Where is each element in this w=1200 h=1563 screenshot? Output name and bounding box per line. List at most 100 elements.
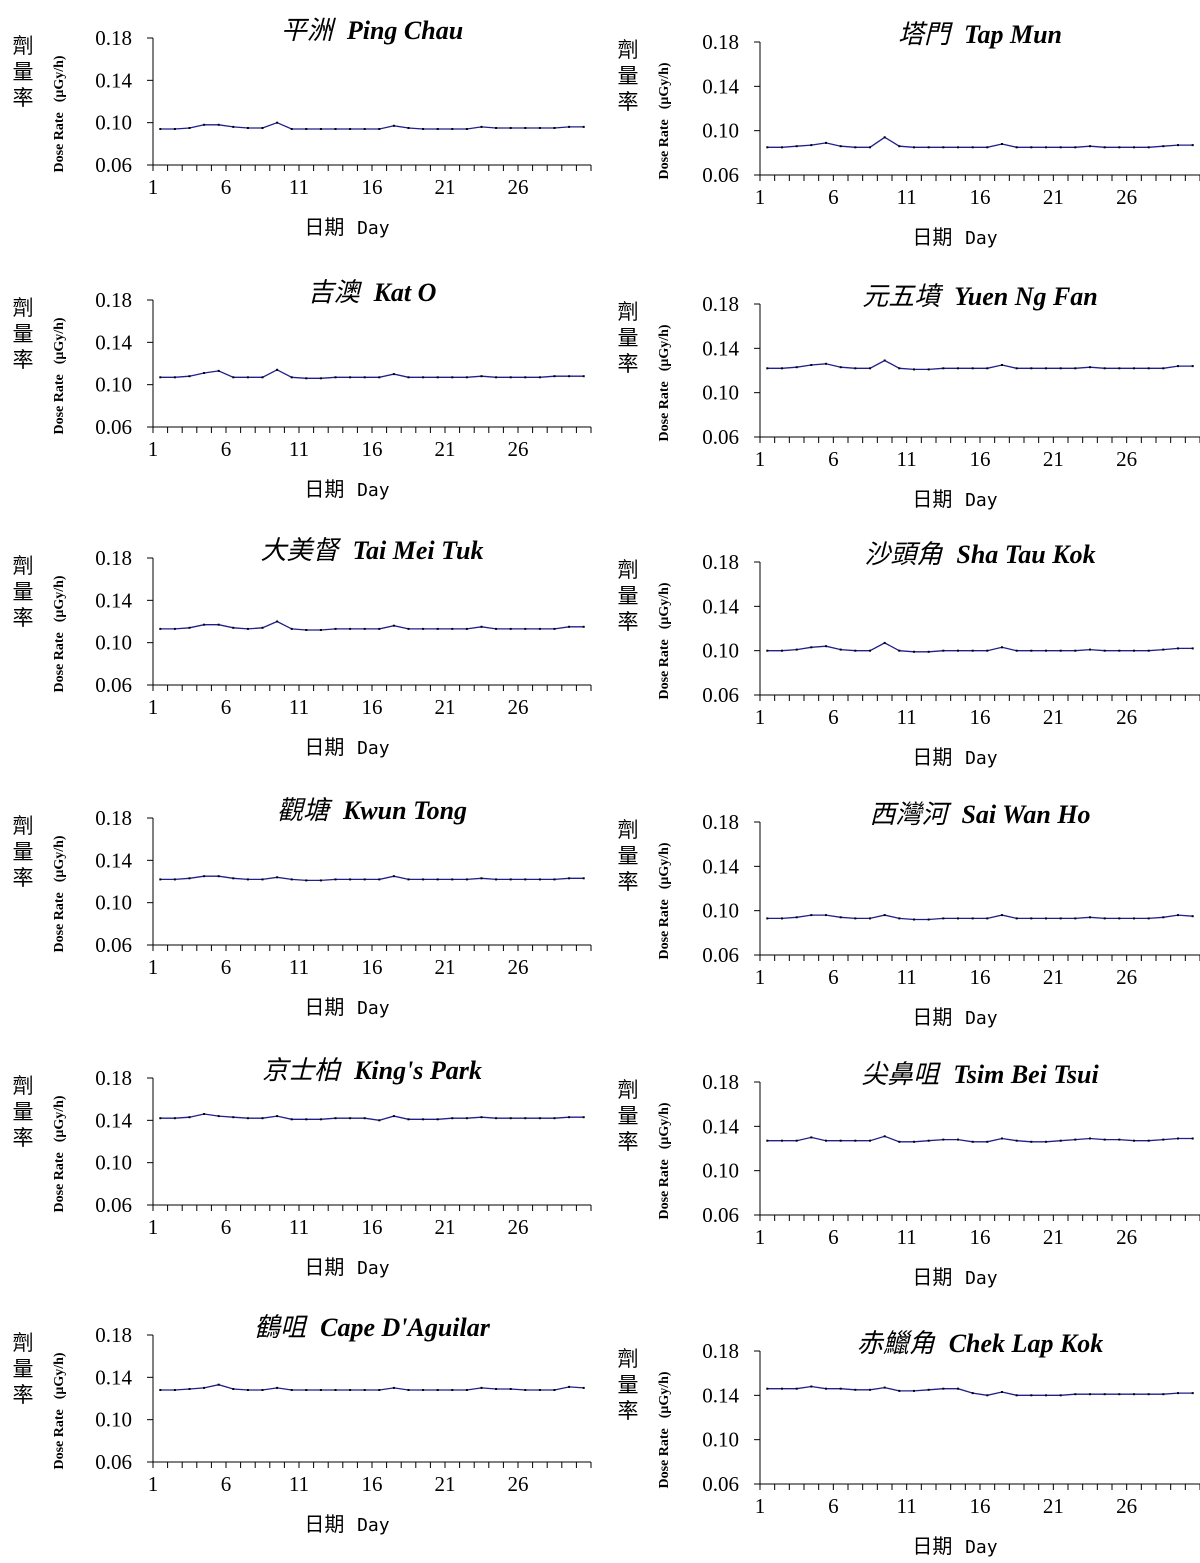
y-tick-label: 0.14 (702, 336, 739, 360)
y-tick-label: 0.10 (702, 1159, 739, 1183)
data-point (246, 376, 249, 379)
data-point (553, 627, 556, 630)
chart-title-zh: 元五墳 (862, 282, 941, 312)
data-point (276, 1115, 279, 1118)
data-point (436, 376, 439, 379)
data-point (319, 128, 322, 130)
data-point (568, 125, 571, 128)
y-tick-label: 0.06 (95, 153, 132, 177)
chart-title-zh: 平洲 (280, 16, 333, 46)
x-tick-label: 16 (362, 1215, 383, 1239)
data-point (1133, 649, 1135, 652)
data-point (1177, 1392, 1179, 1395)
x-tick-label: 6 (828, 185, 839, 209)
y-tick-label: 0.14 (95, 1108, 132, 1132)
data-point (883, 1386, 886, 1389)
data-point (1147, 649, 1150, 652)
data-point (1030, 367, 1033, 370)
chart-svg: 0.180.140.100.061 6 11 16 21 26 (95, 1323, 592, 1496)
data-point (349, 376, 352, 379)
data-point (582, 1116, 585, 1119)
x-axis-label-zh: 日期 (912, 745, 953, 769)
data-point (495, 376, 498, 379)
data-point (290, 128, 293, 130)
data-point (1059, 1394, 1062, 1397)
chart-title: 鶴咀 Cape D'Aguilar (172, 1313, 572, 1343)
data-point (986, 917, 989, 920)
x-tick-label: 11 (897, 705, 917, 729)
data-point (942, 146, 945, 149)
x-tick-label: 21 (1043, 185, 1064, 209)
x-axis-label-en: Day (357, 998, 390, 1019)
data-point (854, 367, 857, 370)
x-tick-label: 16 (970, 1225, 991, 1249)
data-point (246, 627, 249, 630)
y-tick-label: 0.18 (95, 546, 132, 570)
data-point (1015, 146, 1018, 149)
y-tick-label: 0.10 (702, 899, 739, 923)
data-point (1074, 917, 1077, 920)
data-point (839, 648, 842, 651)
x-tick-label: 16 (970, 965, 991, 989)
chart-title-en: Chek Lap Kok (948, 1329, 1104, 1358)
x-axis-label: 日期 Day (805, 487, 1105, 513)
data-point (781, 367, 783, 370)
y-axis-label-zh: 劑量率 (617, 1346, 639, 1424)
data-point (465, 376, 468, 379)
data-point (524, 1117, 527, 1120)
chart-title: 元五墳 Yuen Ng Fan (780, 282, 1180, 312)
data-point (839, 916, 842, 919)
data-point (480, 1116, 483, 1119)
data-point (971, 146, 974, 149)
series-line (160, 620, 584, 631)
chart-panel-kwun-tong: 劑量率 Dose Rate(μGy/h) 觀塘 Kwun Tong 0.18 0.14 0.… (0, 780, 600, 1040)
data-point (582, 1386, 585, 1389)
data-point (795, 366, 798, 369)
data-point (480, 1386, 483, 1389)
data-point (582, 125, 585, 128)
data-point (839, 1139, 842, 1142)
x-tick-label: 6 (221, 1215, 232, 1239)
y-tick-label: 0.14 (95, 68, 132, 92)
chart-svg: 0.180.140.100.061 6 11 16 21 26 (702, 550, 1200, 729)
y-tick-label: 0.18 (702, 292, 739, 316)
data-point (495, 1388, 498, 1390)
data-point (1015, 917, 1018, 920)
data-point (465, 627, 468, 630)
y-tick-label: 0.06 (702, 943, 739, 967)
data-point (1089, 648, 1091, 651)
chart-panel-ping-chau: 劑量率 Dose Rate(μGy/h) 平洲 Ping Chau 0.18 0.14 0.… (0, 0, 600, 260)
data-point (1074, 1393, 1077, 1396)
data-point (1118, 1393, 1121, 1396)
data-point (986, 649, 989, 652)
y-axis-label-zh-char: 劑 (617, 38, 639, 62)
data-point (971, 367, 974, 370)
data-point (173, 1117, 176, 1120)
x-axis-label-en: Day (965, 490, 998, 511)
data-point (913, 1389, 915, 1392)
data-point (1030, 146, 1033, 149)
data-point (334, 627, 337, 630)
x-tick-label: 21 (435, 175, 456, 199)
data-point (810, 914, 813, 917)
x-tick-label: 1 (148, 695, 159, 719)
y-axis-label-zh-char: 劑 (617, 300, 639, 324)
data-point (1191, 365, 1194, 368)
data-point (159, 878, 162, 881)
chart-svg: 0.180.140.100.061 6 11 16 21 26 (702, 1070, 1200, 1249)
data-point (766, 367, 769, 370)
x-axis-label: 日期 Day (197, 1255, 497, 1281)
data-point (159, 376, 162, 379)
x-axis-label-en: Day (357, 1515, 390, 1536)
y-axis-label-zh-char: 劑 (617, 1078, 639, 1102)
x-tick-label: 6 (828, 1225, 839, 1249)
data-point (261, 127, 264, 129)
y-axis-label-zh: 劑量率 (12, 553, 34, 631)
data-point (232, 1116, 235, 1119)
y-tick-label: 0.18 (95, 1323, 132, 1347)
y-tick-label: 0.18 (702, 550, 739, 574)
x-tick-label: 16 (362, 175, 383, 199)
chart-title: 尖鼻咀 Tsim Bei Tsui (780, 1060, 1180, 1090)
data-point (553, 878, 556, 881)
data-point (971, 649, 974, 652)
